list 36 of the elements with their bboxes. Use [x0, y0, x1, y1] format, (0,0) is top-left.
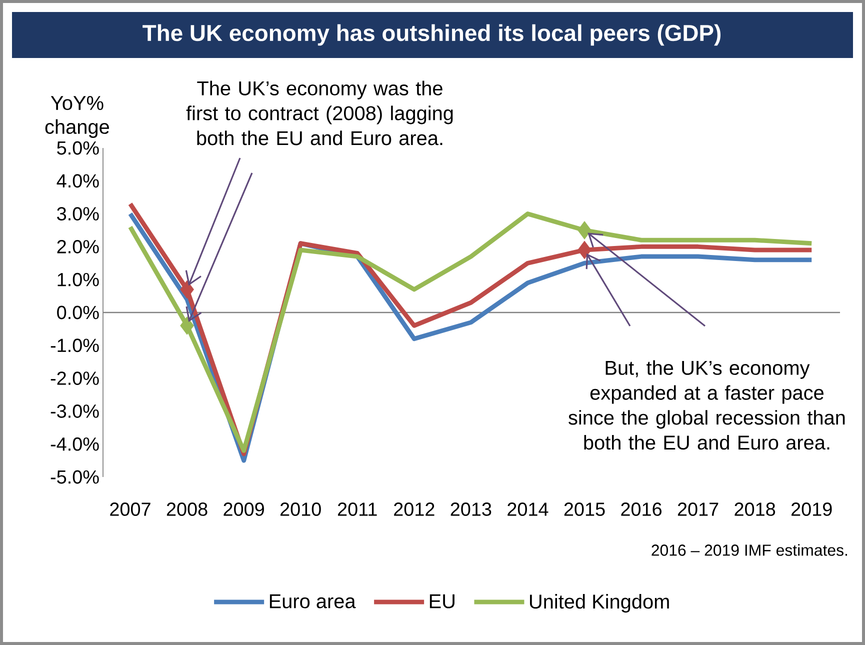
- y-axis-title: YoY% change: [45, 96, 109, 138]
- y-tick-label: -5.0%: [50, 470, 99, 484]
- x-tick-label: 2008: [166, 502, 208, 516]
- y-tick-label: 3.0%: [57, 207, 99, 220]
- x-tick-label: 2019: [792, 502, 832, 516]
- annotation: But, the UK’s economy expanded at a faster pace since the global recession than both the EU and Euro area.: [568, 360, 845, 450]
- chart-title: The UK economy has outshined its local peers (GDP): [142, 24, 721, 46]
- x-tick-label: 2016: [621, 502, 662, 516]
- y-tick-label: 1.0%: [58, 272, 99, 286]
- y-tick-label: -3.0%: [50, 404, 99, 418]
- x-tick-label: 2015: [564, 502, 605, 516]
- legend-label: EU: [430, 594, 454, 608]
- x-tick-label: 2007: [110, 502, 150, 516]
- x-tick-label: 2014: [508, 502, 548, 516]
- x-tick-label: 2018: [734, 502, 776, 516]
- point: [180, 316, 194, 335]
- legend-label: Euro area: [270, 594, 356, 608]
- y-tick-label: -2.0%: [50, 372, 99, 385]
- y-tick-label: 5.0%: [57, 141, 99, 155]
- y-tick-label: 4.0%: [56, 174, 99, 188]
- point: [578, 221, 592, 240]
- text: 2016 – 2019 IMF estimates.: [652, 544, 847, 556]
- x-tick-label: 2012: [394, 502, 434, 516]
- y-tick-label: 2.0%: [57, 240, 99, 254]
- point: [578, 240, 592, 260]
- x-tick-label: 2009: [224, 502, 264, 516]
- legend-label: United Kingdom: [530, 594, 669, 613]
- annotation: The UK’s economy was the first to contract (2008) lagging both the EU and Euro area.: [186, 80, 453, 146]
- x-tick-label: 2011: [338, 502, 377, 516]
- point: [180, 280, 194, 299]
- y-tick-label: 0.0%: [57, 306, 99, 320]
- x-tick-label: 2017: [678, 502, 718, 516]
- x-tick-label: 2010: [280, 502, 321, 516]
- y-tick-label: -4.0%: [50, 437, 99, 451]
- y-tick-label: -1.0%: [50, 338, 99, 352]
- x-tick-label: 2013: [450, 502, 492, 516]
